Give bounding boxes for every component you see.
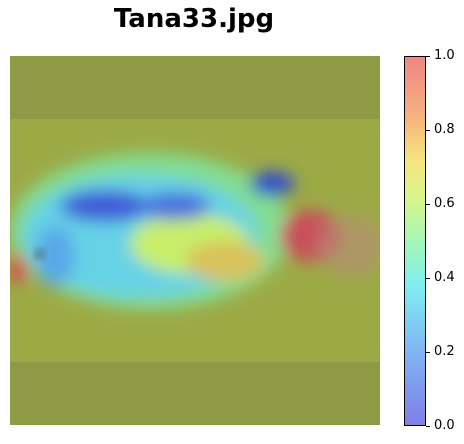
chart-title: Tana33.jpg: [113, 4, 275, 34]
fish-outline: [34, 248, 46, 260]
colorbar-tick-mark: [426, 56, 430, 57]
colorbar-tick-label: 0.6: [434, 196, 455, 211]
heat-regions: [10, 153, 380, 309]
colorbar-tick-label: 0.2: [434, 344, 455, 359]
colorbar-tick-label: 0.0: [434, 418, 455, 433]
colorbar-tick-mark: [426, 278, 430, 279]
colorbar-tick-mark: [426, 130, 430, 131]
colorbar-tick-mark: [426, 204, 430, 205]
heatmap-image: [10, 56, 380, 425]
colorbar-tick-label: 1.0: [434, 48, 455, 63]
colorbar-tick-mark: [426, 352, 430, 353]
colorbar-tick-label: 0.4: [434, 270, 455, 285]
colorbar-tick-label: 0.8: [434, 122, 455, 137]
colorbar-tick-mark: [426, 426, 430, 427]
colorbar: [404, 56, 426, 426]
